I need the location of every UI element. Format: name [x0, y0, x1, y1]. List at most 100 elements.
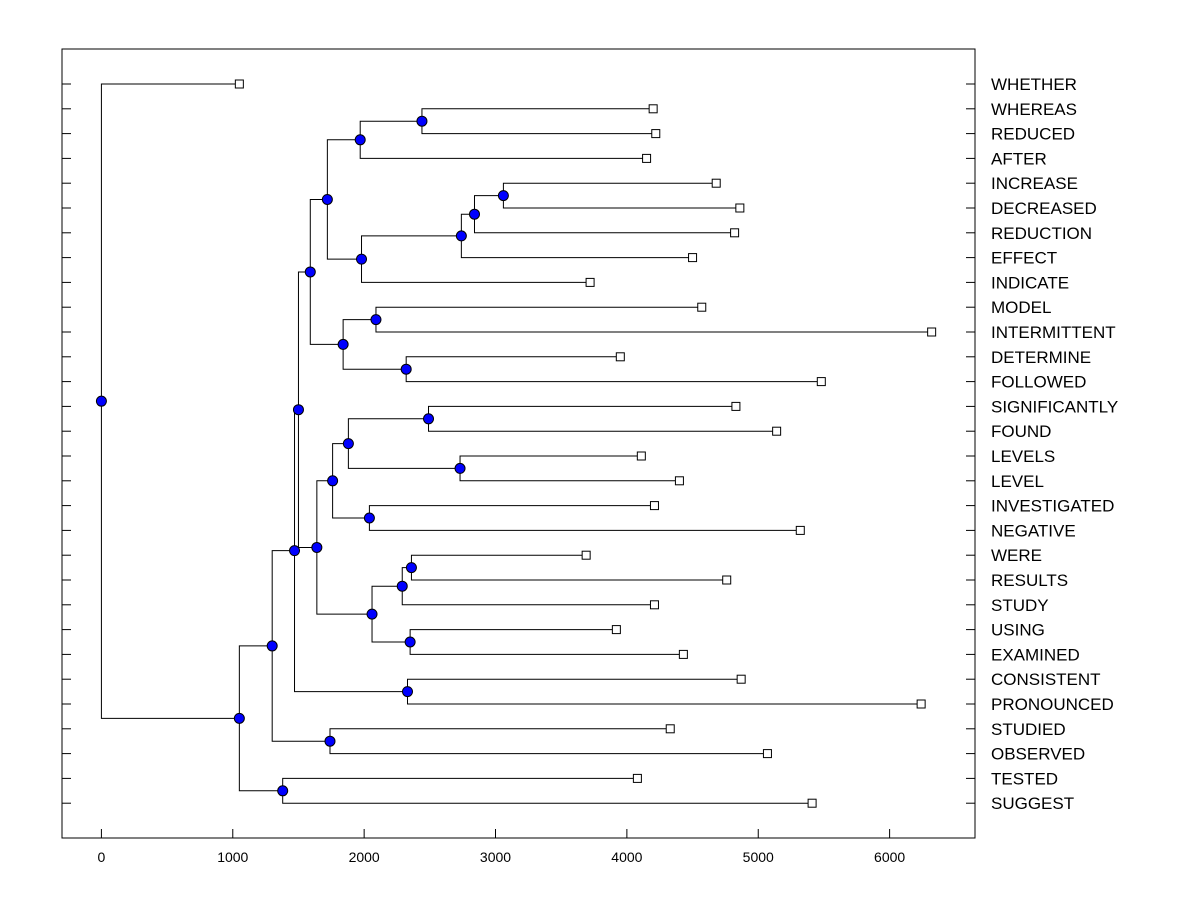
link-N27 — [282, 777, 813, 804]
x-tick-label: 3000 — [480, 849, 511, 865]
leaf-label: OBSERVED — [991, 745, 1085, 764]
merge-node — [354, 134, 366, 146]
leaf-marker — [927, 327, 937, 337]
merge-node — [266, 640, 278, 652]
leaf-label: INDICATE — [991, 273, 1069, 292]
leaf-marker — [665, 724, 675, 734]
merge-node — [400, 363, 412, 375]
leaf-label: REDUCTION — [991, 224, 1092, 243]
leaf-label: WERE — [991, 546, 1042, 565]
leaf-label: STUDIED — [991, 720, 1066, 739]
leaf-marker — [674, 476, 684, 486]
leaf-marker — [730, 228, 740, 238]
leaf-marker — [611, 625, 621, 635]
x-tick-label: 0 — [98, 849, 106, 865]
leaf-labels: WHETHER WHEREAS REDUCED AFTER INCREASE DECREA… — [991, 75, 1118, 813]
leaf-label: DETERMINE — [991, 348, 1091, 367]
leaf-marker — [581, 550, 591, 560]
merge-node — [366, 608, 378, 620]
leaf-marker — [615, 352, 625, 362]
x-tick-label: 4000 — [611, 849, 642, 865]
merge-node — [405, 562, 417, 574]
leaf-marker — [585, 277, 595, 287]
leaf-label: WHETHER — [991, 75, 1077, 94]
merge-node — [404, 636, 416, 648]
leaf-label: STUDY — [991, 596, 1049, 615]
leaf-marker — [735, 203, 745, 213]
leaf-label: AFTER — [991, 149, 1047, 168]
merge-node — [292, 404, 304, 416]
merge-node — [277, 785, 289, 797]
link-N17 — [410, 554, 727, 581]
link-N5 — [460, 213, 693, 259]
leaf-label: WHEREAS — [991, 100, 1077, 119]
link-N19 — [409, 629, 684, 655]
link-N13 — [459, 455, 680, 482]
leaf-label: RESULTS — [991, 571, 1068, 590]
leaf-label: SIGNIFICANTLY — [991, 397, 1118, 416]
leaf-label: INTERMITTENT — [991, 323, 1116, 342]
link-N26 — [271, 550, 330, 742]
leaf-marker — [711, 178, 721, 188]
leaf-marker — [632, 773, 642, 783]
dendrogram-links — [100, 83, 932, 804]
leaf-marker — [649, 501, 659, 511]
leaf-marker — [678, 649, 688, 659]
link-N24 — [294, 409, 408, 693]
leaf-marker — [636, 451, 646, 461]
link-N16 — [332, 443, 370, 519]
leaf-marker — [234, 79, 244, 89]
leaf-marker — [807, 798, 817, 808]
merge-node — [416, 115, 428, 127]
leaf-marker — [688, 253, 698, 263]
leaf-label: PRONOUNCED — [991, 695, 1114, 714]
leaf-markers — [234, 79, 937, 808]
left-axis-ticks — [62, 83, 71, 804]
leaf-marker — [795, 525, 805, 535]
merge-node — [327, 475, 339, 487]
merge-node — [423, 413, 435, 425]
merge-node — [342, 438, 354, 450]
leaf-marker — [642, 153, 652, 163]
merge-node — [454, 462, 466, 474]
leaf-marker — [916, 699, 926, 709]
merge-node — [396, 580, 408, 592]
link-N3 — [502, 182, 740, 209]
leaf-marker — [772, 426, 782, 436]
leaf-label: TESTED — [991, 769, 1058, 788]
merge-node — [401, 686, 413, 698]
link-N28 — [238, 645, 283, 792]
leaf-marker — [731, 401, 741, 411]
right-axis-ticks — [966, 83, 975, 804]
link-N2 — [359, 120, 647, 159]
x-tick-label: 2000 — [349, 849, 380, 865]
merge-node — [311, 541, 323, 553]
link-N21 — [316, 480, 373, 615]
link-N25 — [329, 728, 768, 755]
leaf-label: EFFECT — [991, 249, 1057, 268]
leaf-marker — [722, 575, 732, 585]
link-N9 — [405, 356, 822, 383]
merge-node — [370, 314, 382, 326]
link-N15 — [368, 505, 801, 531]
link-N6 — [361, 235, 591, 283]
merge-node — [304, 266, 316, 278]
x-tick-label: 5000 — [743, 849, 774, 865]
x-axis-ticks — [100, 829, 891, 838]
leaf-marker — [697, 302, 707, 312]
merge-node — [321, 193, 333, 205]
merge-nodes — [95, 115, 509, 797]
link-N8 — [375, 306, 932, 333]
leaf-marker — [816, 377, 826, 387]
leaf-label: MODEL — [991, 298, 1051, 317]
link-N12 — [428, 405, 777, 432]
merge-node — [468, 208, 480, 220]
leaf-label: REDUCED — [991, 125, 1075, 144]
leaf-label: EXAMINED — [991, 645, 1080, 664]
plot-frame — [61, 48, 976, 839]
x-axis-tick-labels: 0 1000 2000 3000 4000 5000 6000 — [98, 849, 906, 865]
leaf-label: NEGATIVE — [991, 521, 1076, 540]
link-N1 — [421, 108, 656, 135]
leaf-label: USING — [991, 621, 1045, 640]
merge-node — [363, 512, 375, 524]
